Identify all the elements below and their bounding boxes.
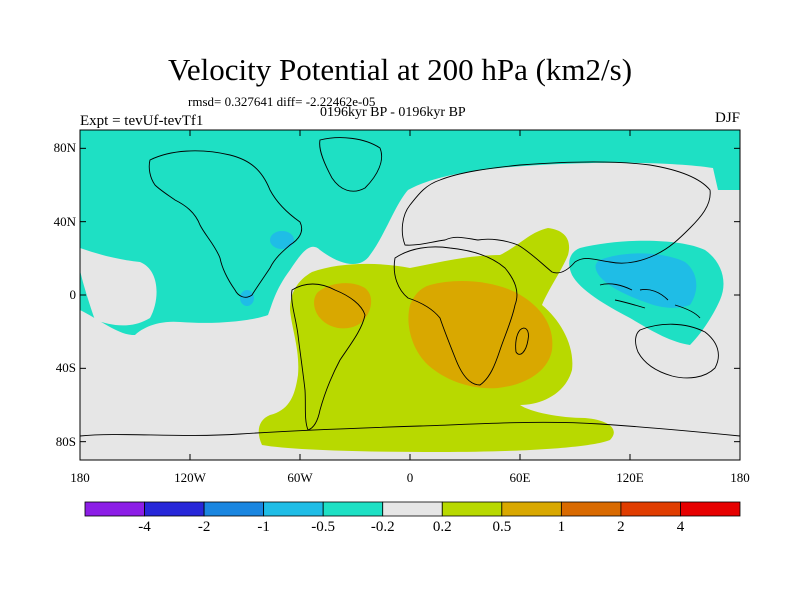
lat-label: 40S (55, 360, 76, 376)
coast-australia (635, 323, 719, 379)
coast-eurasia (401, 161, 711, 274)
colorbar-label: 2 (617, 519, 625, 535)
lon-label: 60W (287, 470, 313, 485)
coast-africa (393, 246, 518, 386)
colorbar-swatch (203, 501, 265, 517)
colorbar-label: -0.2 (370, 519, 395, 535)
lat-label: 40N (53, 213, 76, 229)
contour-pos-africa (408, 280, 553, 389)
coast-madagascar (515, 327, 529, 355)
contour-neg-central-america (240, 290, 254, 306)
contour-field (80, 130, 740, 460)
coast-antarctica (80, 421, 740, 437)
lat-label: 80N (53, 140, 76, 156)
colorbar-swatch (84, 501, 145, 517)
colorbar-label: 0.2 (432, 519, 452, 535)
lon-label: 120W (174, 470, 206, 485)
lat-label: 80S (55, 433, 76, 449)
contour-neg-maritime-core (595, 253, 697, 308)
colorbar-label: -4 (138, 519, 151, 535)
colorbar (84, 501, 741, 517)
contour-pos-south-america (314, 283, 372, 329)
colorbar-swatch (322, 501, 384, 517)
contour-neg-north-america (270, 231, 294, 249)
colorbar-label: -1 (257, 519, 270, 535)
coast-greenland (319, 137, 383, 192)
colorbar-swatch (680, 501, 741, 517)
colorbar-swatch (144, 501, 205, 517)
colorbar-label: -2 (197, 519, 211, 535)
lon-label: 60E (509, 470, 531, 485)
colorbar-swatch (560, 501, 622, 517)
lon-label: 0 (406, 470, 414, 485)
coast-south-america (291, 283, 366, 431)
coast-north-america (148, 150, 303, 298)
colorbar-swatch (620, 501, 681, 517)
colorbar-label: 0.5 (492, 519, 512, 535)
lon-label: 180 (730, 470, 750, 485)
lon-label: 180 (70, 470, 90, 485)
coastlines (80, 137, 740, 437)
coast-maritime-continent (599, 283, 701, 319)
colorbar-swatch (263, 501, 324, 517)
rmsd-diff-stats: rmsd= 0.327641 diff= -2.22462e-05 (188, 94, 376, 109)
neutral-pacific (80, 248, 157, 326)
colorbar-label: 1 (557, 519, 566, 535)
colorbar-label: -0.5 (311, 519, 336, 535)
contour-neg-north (80, 130, 740, 336)
lat-label: 0 (69, 287, 77, 302)
experiment-label: Expt = tevUf-tevTf1 (80, 113, 204, 129)
season-label: DJF (714, 110, 740, 126)
lon-label: 120E (616, 470, 644, 485)
colorbar-label: 4 (676, 519, 685, 535)
colorbar-swatch (501, 501, 562, 517)
chart-title: Velocity Potential at 200 hPa (km2/s) (167, 52, 633, 87)
axis-ticks (79, 130, 741, 460)
colorbar-swatch (441, 501, 503, 517)
period-label: 0196kyr BP - 0196kyr BP (320, 105, 466, 120)
colorbar-swatch (382, 501, 443, 517)
